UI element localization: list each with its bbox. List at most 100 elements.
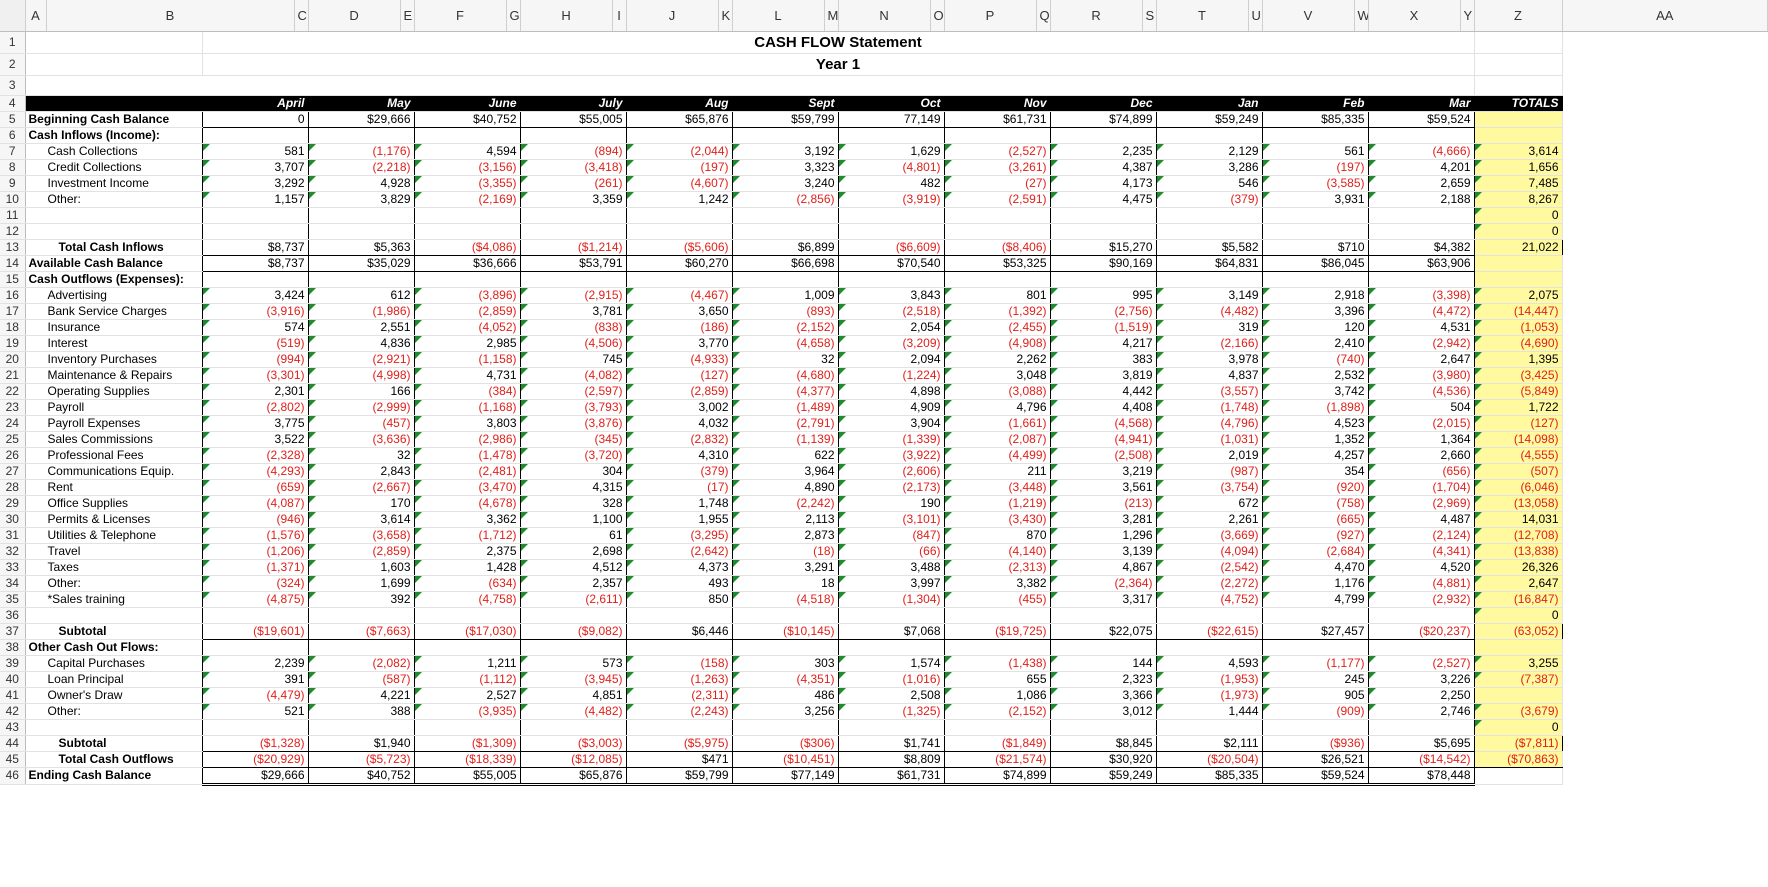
row-header-25[interactable]: 25 (0, 431, 26, 448)
row-label[interactable]: Insurance (25, 319, 203, 336)
value-cell[interactable]: (587) (308, 671, 415, 688)
column-header-t[interactable]: T (1156, 0, 1249, 32)
value-cell[interactable]: (3,585) (1262, 175, 1369, 192)
value-cell[interactable]: ($12,085) (519, 751, 627, 768)
column-header-l[interactable]: L (732, 0, 825, 32)
value-cell[interactable]: 190 (838, 495, 945, 512)
column-header-h[interactable]: H (520, 0, 613, 32)
totals-cell[interactable]: 1,722 (1474, 399, 1563, 416)
totals-cell[interactable] (1474, 687, 1563, 704)
value-cell[interactable] (1156, 719, 1263, 736)
totals-cell[interactable]: (3,679) (1474, 703, 1563, 720)
value-cell[interactable]: 3,819 (1050, 367, 1157, 384)
column-header-aa[interactable]: AA (1562, 0, 1768, 32)
value-cell[interactable]: (3,935) (414, 703, 521, 720)
value-cell[interactable] (202, 223, 309, 240)
value-cell[interactable]: 2,527 (414, 687, 521, 704)
value-cell[interactable]: 3,803 (414, 415, 521, 432)
value-cell[interactable]: ($18,339) (413, 751, 521, 768)
value-cell[interactable]: $30,920 (1049, 751, 1157, 768)
value-cell[interactable]: $90,169 (1049, 255, 1157, 272)
value-cell[interactable]: (2,802) (202, 399, 309, 416)
value-cell[interactable]: 486 (732, 687, 839, 704)
value-cell[interactable] (626, 639, 733, 656)
value-cell[interactable]: (3,922) (838, 447, 945, 464)
value-cell[interactable]: $8,737 (201, 255, 309, 272)
row-label[interactable]: Payroll (25, 399, 203, 416)
value-cell[interactable]: (2,999) (308, 399, 415, 416)
value-cell[interactable]: $6,899 (731, 238, 839, 256)
value-cell[interactable]: 4,442 (1050, 383, 1157, 400)
totals-cell[interactable]: (3,425) (1474, 367, 1563, 384)
value-cell[interactable]: 61 (520, 527, 627, 544)
month-header-jan[interactable]: Jan (1156, 95, 1263, 112)
value-cell[interactable]: (261) (520, 175, 627, 192)
value-cell[interactable]: (2,243) (626, 703, 733, 720)
value-cell[interactable]: (3,355) (414, 175, 521, 192)
value-cell[interactable]: $40,752 (307, 767, 415, 786)
month-header-dec[interactable]: Dec (1050, 95, 1157, 112)
value-cell[interactable]: (4,536) (1368, 383, 1475, 400)
column-header-u[interactable]: U (1248, 0, 1263, 32)
value-cell[interactable]: 612 (308, 287, 415, 304)
value-cell[interactable]: (2,667) (308, 479, 415, 496)
value-cell[interactable]: (2,124) (1368, 527, 1475, 544)
value-cell[interactable]: 77,149 (837, 111, 945, 128)
column-header-r[interactable]: R (1050, 0, 1143, 32)
column-header-b[interactable]: B (46, 0, 295, 32)
value-cell[interactable]: (4,087) (202, 495, 309, 512)
value-cell[interactable]: (3,301) (202, 367, 309, 384)
column-header-d[interactable]: D (308, 0, 401, 32)
value-cell[interactable]: 4,890 (732, 479, 839, 496)
row-label[interactable] (25, 719, 203, 736)
value-cell[interactable]: 3,561 (1050, 479, 1157, 496)
column-header-f[interactable]: F (414, 0, 507, 32)
value-cell[interactable]: (2,166) (1156, 335, 1263, 352)
row-label[interactable]: Professional Fees (25, 447, 203, 464)
totals-cell[interactable]: (5,849) (1474, 383, 1563, 400)
value-cell[interactable]: 3,931 (1262, 191, 1369, 208)
value-cell[interactable]: (2,791) (732, 415, 839, 432)
value-cell[interactable]: (2,942) (1368, 335, 1475, 352)
value-cell[interactable]: (1,304) (838, 591, 945, 608)
row-label[interactable]: Sales Commissions (25, 431, 203, 448)
value-cell[interactable]: $27,457 (1261, 622, 1369, 640)
value-cell[interactable]: 120 (1262, 319, 1369, 336)
value-cell[interactable]: 573 (520, 655, 627, 672)
totals-cell[interactable]: (63,052) (1473, 622, 1563, 640)
value-cell[interactable]: $59,799 (625, 767, 733, 786)
month-header-feb[interactable]: Feb (1262, 95, 1369, 112)
value-cell[interactable]: (2,527) (1368, 655, 1475, 672)
value-cell[interactable] (838, 271, 945, 288)
value-cell[interactable]: 2,262 (944, 351, 1051, 368)
value-cell[interactable]: 1,699 (308, 575, 415, 592)
value-cell[interactable]: 32 (732, 351, 839, 368)
value-cell[interactable]: (1,489) (732, 399, 839, 416)
value-cell[interactable]: $29,666 (307, 111, 415, 128)
totals-cell[interactable]: 0 (1474, 607, 1563, 624)
row-label[interactable]: Cash Collections (25, 143, 203, 160)
value-cell[interactable]: (4,607) (626, 175, 733, 192)
value-cell[interactable]: 4,520 (1368, 559, 1475, 576)
row-label[interactable]: Office Supplies (25, 495, 203, 512)
value-cell[interactable]: 2,301 (202, 383, 309, 400)
value-cell[interactable]: (4,518) (732, 591, 839, 608)
value-cell[interactable]: $60,270 (625, 255, 733, 272)
value-cell[interactable]: 2,261 (1156, 511, 1263, 528)
value-cell[interactable]: 4,221 (308, 687, 415, 704)
value-cell[interactable]: ($22,615) (1155, 622, 1263, 640)
value-cell[interactable]: (1,168) (414, 399, 521, 416)
value-cell[interactable]: (2,481) (414, 463, 521, 480)
row-label[interactable]: Cash Inflows (Income): (25, 127, 203, 144)
row-label[interactable]: Subtotal (25, 735, 203, 752)
row-header-24[interactable]: 24 (0, 415, 26, 432)
value-cell[interactable]: ($4,086) (413, 238, 521, 256)
value-cell[interactable]: 3,323 (732, 159, 839, 176)
value-cell[interactable]: (3,101) (838, 511, 945, 528)
value-cell[interactable]: (2,915) (520, 287, 627, 304)
value-cell[interactable]: 3,359 (520, 191, 627, 208)
value-cell[interactable]: 3,362 (414, 511, 521, 528)
value-cell[interactable]: 3,978 (1156, 351, 1263, 368)
value-cell[interactable]: $61,731 (943, 111, 1051, 128)
value-cell[interactable]: $36,666 (413, 255, 521, 272)
